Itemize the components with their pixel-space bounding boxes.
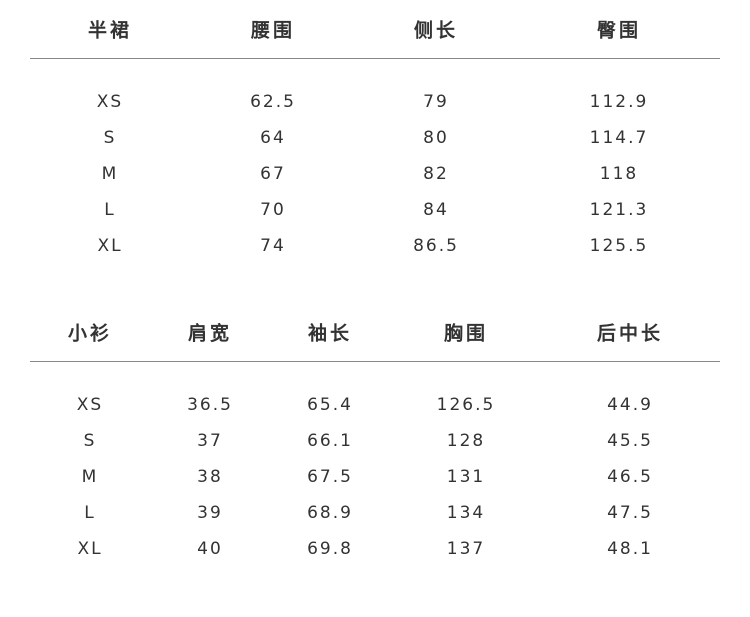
size-label: XS — [96, 92, 124, 112]
measurement-cell: 125.5 — [589, 236, 649, 256]
column-header: 袖长 — [307, 322, 353, 345]
measurement-cell: 46.5 — [607, 467, 653, 487]
header-divider — [30, 58, 720, 59]
measurement-cell: 62.5 — [250, 92, 296, 112]
column-header: 肩宽 — [187, 322, 233, 345]
measurement-cell: 82 — [423, 164, 449, 184]
measurement-cell: 69.8 — [307, 539, 353, 559]
size-label: S — [103, 128, 117, 148]
measurement-cell: 86.5 — [413, 236, 459, 256]
measurement-cell: 84 — [423, 200, 449, 220]
measurement-cell: 38 — [197, 467, 223, 487]
measurement-cell: 47.5 — [607, 503, 653, 523]
measurement-cell: 65.4 — [307, 395, 353, 415]
size-label: L — [84, 503, 96, 523]
measurement-cell: 112.9 — [589, 92, 649, 112]
column-header: 小衫 — [67, 322, 113, 345]
header-divider — [30, 361, 720, 362]
measurement-cell: 114.7 — [589, 128, 649, 148]
size-label: XL — [77, 539, 103, 559]
measurement-cell: 36.5 — [187, 395, 233, 415]
column-header: 胸围 — [443, 322, 489, 345]
measurement-cell: 68.9 — [307, 503, 353, 523]
measurement-cell: 137 — [446, 539, 486, 559]
size-label: M — [101, 164, 119, 184]
measurement-cell: 79 — [423, 92, 449, 112]
measurement-cell: 66.1 — [307, 431, 353, 451]
size-label: XL — [97, 236, 123, 256]
measurement-cell: 64 — [260, 128, 286, 148]
measurement-cell: 74 — [260, 236, 286, 256]
measurement-cell: 44.9 — [607, 395, 653, 415]
measurement-cell: 45.5 — [607, 431, 653, 451]
measurement-cell: 126.5 — [436, 395, 496, 415]
column-header: 腰围 — [250, 19, 296, 42]
measurement-cell: 128 — [446, 431, 486, 451]
size-label: XS — [76, 395, 104, 415]
measurement-cell: 131 — [446, 467, 486, 487]
size-label: L — [104, 200, 116, 220]
column-header: 臀围 — [596, 19, 642, 42]
measurement-cell: 134 — [446, 503, 486, 523]
size-label: S — [83, 431, 97, 451]
column-header: 后中长 — [596, 322, 664, 345]
measurement-cell: 40 — [197, 539, 223, 559]
column-header: 半裙 — [87, 19, 133, 42]
measurement-cell: 70 — [260, 200, 286, 220]
column-header: 侧长 — [413, 19, 459, 42]
measurement-cell: 80 — [423, 128, 449, 148]
measurement-cell: 39 — [197, 503, 223, 523]
measurement-cell: 48.1 — [607, 539, 653, 559]
size-label: M — [81, 467, 99, 487]
measurement-cell: 67 — [260, 164, 286, 184]
measurement-cell: 118 — [599, 164, 639, 184]
measurement-cell: 37 — [197, 431, 223, 451]
measurement-cell: 67.5 — [307, 467, 353, 487]
measurement-cell: 121.3 — [589, 200, 649, 220]
